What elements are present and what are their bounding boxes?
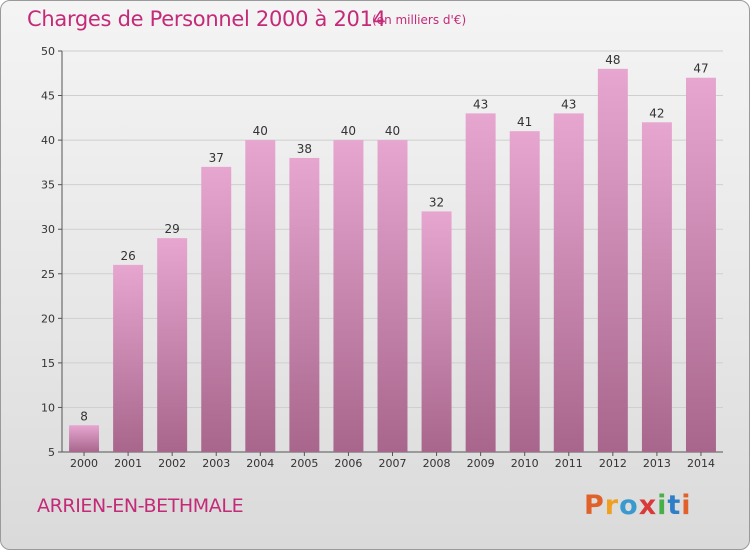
x-tick-label: 2010 bbox=[511, 457, 539, 470]
x-tick-label: 2005 bbox=[290, 457, 318, 470]
bar-2006 bbox=[333, 140, 364, 452]
y-tick-label: 30 bbox=[41, 223, 55, 236]
x-tick-label: 2014 bbox=[687, 457, 715, 470]
data-label: 29 bbox=[165, 222, 180, 236]
logo-letter: o bbox=[619, 490, 639, 521]
bar-2003 bbox=[201, 166, 232, 452]
x-tick-label: 2001 bbox=[114, 457, 142, 470]
data-label: 37 bbox=[209, 151, 224, 165]
logo-letter: r bbox=[604, 490, 620, 521]
x-tick-label: 2003 bbox=[202, 457, 230, 470]
proxiti-logo: Proxiti bbox=[584, 490, 692, 521]
data-label: 40 bbox=[341, 124, 356, 138]
data-label: 8 bbox=[80, 409, 88, 423]
x-tick-label: 2011 bbox=[555, 457, 583, 470]
y-tick-label: 50 bbox=[41, 45, 55, 58]
data-label: 41 bbox=[517, 115, 532, 129]
bar-2002 bbox=[157, 238, 188, 452]
bar-2005 bbox=[289, 157, 320, 452]
x-tick-label: 2012 bbox=[599, 457, 627, 470]
data-label: 32 bbox=[429, 195, 444, 209]
bar-2014 bbox=[685, 77, 716, 452]
chart-subtitle: (en milliers d'€) bbox=[372, 13, 467, 27]
bar-2010 bbox=[509, 131, 540, 452]
data-labels: 8 26 29 37 40 38 40 40 32 43 41 43 48 42 47 bbox=[80, 53, 708, 423]
bar-2013 bbox=[641, 122, 672, 453]
x-tick-label: 2007 bbox=[379, 457, 407, 470]
data-label: 38 bbox=[297, 142, 312, 156]
bar-2009 bbox=[465, 113, 496, 452]
logo-letter: P bbox=[584, 490, 605, 521]
x-tick-label: 2008 bbox=[423, 457, 451, 470]
data-label: 47 bbox=[693, 62, 708, 76]
data-label: 48 bbox=[605, 53, 620, 67]
y-tick-label: 25 bbox=[41, 268, 55, 281]
y-tick-label: 20 bbox=[41, 312, 55, 325]
bar-2011 bbox=[553, 113, 584, 452]
data-label: 42 bbox=[649, 106, 664, 120]
bar-2008 bbox=[421, 211, 452, 452]
y-tick-label: 5 bbox=[48, 446, 55, 459]
x-tick-label: 2004 bbox=[246, 457, 274, 470]
x-tick-label: 2002 bbox=[158, 457, 186, 470]
commune-name: ARRIEN-EN-BETHMALE bbox=[37, 495, 244, 517]
x-tick-label: 2013 bbox=[643, 457, 671, 470]
y-tick-label: 15 bbox=[41, 357, 55, 370]
logo-letter: t bbox=[667, 490, 682, 521]
data-label: 40 bbox=[385, 124, 400, 138]
x-tick-label: 2000 bbox=[70, 457, 98, 470]
y-tick-label: 40 bbox=[41, 134, 55, 147]
y-tick-label: 45 bbox=[41, 90, 55, 103]
x-tick-label: 2006 bbox=[334, 457, 362, 470]
data-label: 43 bbox=[561, 97, 576, 111]
bar-2007 bbox=[377, 140, 408, 452]
y-tick-label: 10 bbox=[41, 401, 55, 414]
chart-title: Charges de Personnel 2000 à 2014 bbox=[27, 7, 386, 31]
bar-2001 bbox=[113, 264, 144, 452]
y-tick-label: 35 bbox=[41, 179, 55, 192]
data-label: 40 bbox=[253, 124, 268, 138]
logo-letter: i bbox=[681, 490, 692, 521]
logo-letter: x bbox=[638, 490, 658, 521]
x-tick-label: 2009 bbox=[467, 457, 495, 470]
bar-2012 bbox=[597, 68, 628, 453]
data-label: 26 bbox=[120, 249, 135, 263]
data-label: 43 bbox=[473, 97, 488, 111]
bar-2000 bbox=[69, 425, 100, 452]
logo-letter: i bbox=[657, 490, 668, 521]
bars bbox=[69, 68, 716, 453]
bar-2004 bbox=[245, 140, 276, 452]
